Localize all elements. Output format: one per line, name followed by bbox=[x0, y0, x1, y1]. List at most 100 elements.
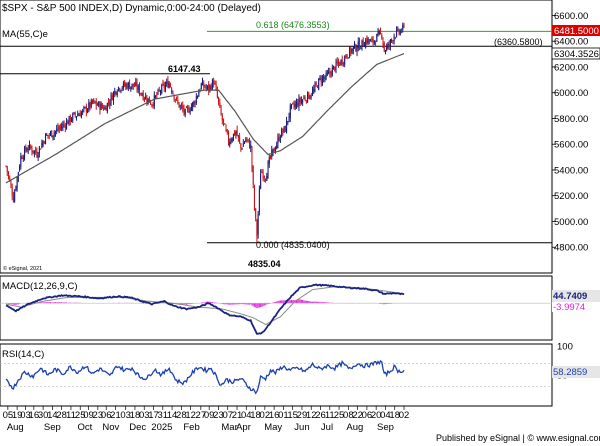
candle-body bbox=[312, 90, 314, 95]
candle-body bbox=[197, 95, 199, 98]
candle-body bbox=[71, 119, 73, 121]
ma-price-tag bbox=[551, 47, 600, 60]
price-axis-label: 5800.00 bbox=[554, 114, 588, 125]
candle-body bbox=[72, 114, 74, 122]
candle-body bbox=[384, 50, 386, 53]
candle-body bbox=[320, 78, 322, 83]
candle-body bbox=[253, 185, 255, 209]
rsi-label: RSI(14,C) bbox=[2, 349, 44, 360]
candle-body bbox=[89, 102, 91, 108]
candle-body bbox=[345, 54, 347, 58]
rsi-axis-label: 100 bbox=[557, 342, 573, 353]
candle-body bbox=[32, 150, 34, 153]
candle-body bbox=[225, 126, 227, 131]
candle-body bbox=[316, 85, 318, 88]
candle-body bbox=[346, 55, 348, 58]
candle-body bbox=[206, 85, 208, 87]
price-axis-label: 4800.00 bbox=[554, 243, 588, 254]
candle-body bbox=[155, 95, 157, 98]
x-month-label: Aug bbox=[7, 422, 24, 433]
x-month-label: Feb bbox=[183, 422, 199, 433]
candle-body bbox=[333, 65, 335, 67]
candle-body bbox=[340, 59, 342, 65]
x-day-label: 06 bbox=[101, 410, 112, 421]
candle-body bbox=[375, 42, 377, 44]
candle-body bbox=[224, 123, 226, 125]
candle-body bbox=[43, 141, 45, 143]
candle-body bbox=[239, 136, 241, 143]
candle-body bbox=[257, 213, 259, 235]
candle-body bbox=[373, 40, 375, 44]
candle-body bbox=[403, 25, 405, 27]
candle-body bbox=[111, 95, 113, 101]
price-axis-label: 5600.00 bbox=[554, 140, 588, 151]
candle-body bbox=[134, 85, 136, 87]
candle-body bbox=[283, 126, 285, 131]
candle-body bbox=[286, 121, 288, 133]
candle-body bbox=[66, 121, 68, 129]
candle-body bbox=[49, 131, 51, 135]
candle-body bbox=[103, 107, 105, 110]
x-day-label: 23 bbox=[213, 410, 224, 421]
x-day-label: 25 bbox=[75, 410, 86, 421]
candle-body bbox=[260, 173, 262, 190]
candle-body bbox=[278, 136, 280, 141]
candle-body bbox=[350, 47, 352, 54]
candle-body bbox=[242, 143, 244, 147]
candle-body bbox=[303, 97, 305, 99]
candle-body bbox=[219, 102, 221, 107]
candle-body bbox=[6, 166, 8, 172]
candle-body bbox=[203, 82, 205, 88]
candle-body bbox=[255, 208, 257, 219]
candle-body bbox=[120, 90, 122, 92]
x-day-label: 04 bbox=[241, 410, 252, 421]
x-day-label: 19 bbox=[12, 410, 23, 421]
candle-body bbox=[192, 102, 194, 108]
candle-body bbox=[398, 29, 400, 33]
candle-body bbox=[371, 39, 373, 41]
candle-body bbox=[210, 85, 212, 90]
low-label: 4835.04 bbox=[248, 259, 281, 269]
candle-body bbox=[368, 39, 370, 42]
candle-body bbox=[161, 84, 163, 94]
candle-body bbox=[308, 93, 310, 99]
candle-body bbox=[309, 97, 311, 99]
candle-body bbox=[366, 38, 368, 43]
candle-body bbox=[211, 79, 213, 90]
macd-line bbox=[5, 283, 405, 335]
candle-body bbox=[77, 114, 79, 117]
candle-body bbox=[310, 95, 312, 97]
candle-body bbox=[88, 102, 90, 110]
candle-body bbox=[281, 129, 283, 138]
price-panel-frame bbox=[0, 0, 553, 274]
macd-value: 44.7409 bbox=[553, 291, 587, 302]
candle-body bbox=[98, 102, 100, 107]
candle-body bbox=[166, 81, 168, 85]
candle-body bbox=[110, 94, 112, 102]
candle-body bbox=[117, 86, 119, 90]
candle-body bbox=[355, 44, 357, 51]
x-day-label: 12 bbox=[306, 410, 317, 421]
x-month-label: Nov bbox=[102, 422, 119, 433]
candle-body bbox=[230, 140, 232, 142]
ma-label: MA(55,C)e bbox=[2, 29, 48, 40]
candle-body bbox=[151, 104, 153, 106]
candle-body bbox=[119, 88, 121, 91]
candle-body bbox=[131, 83, 133, 88]
candle-body bbox=[37, 155, 39, 158]
candle-body bbox=[297, 102, 299, 107]
x-day-label: 22 bbox=[352, 410, 363, 421]
rsi-line bbox=[5, 359, 405, 395]
candle-body bbox=[287, 120, 289, 123]
candle-body bbox=[94, 101, 96, 104]
candle-body bbox=[182, 105, 184, 110]
candle-body bbox=[262, 172, 264, 179]
candle-body bbox=[331, 67, 333, 77]
candle-body bbox=[145, 96, 147, 100]
candle-body bbox=[252, 166, 254, 185]
candle-body bbox=[126, 84, 128, 89]
x-day-label: 05 bbox=[3, 410, 14, 421]
x-day-label: 16 bbox=[29, 410, 40, 421]
ma55-line bbox=[5, 53, 405, 184]
candle-body bbox=[370, 39, 372, 42]
